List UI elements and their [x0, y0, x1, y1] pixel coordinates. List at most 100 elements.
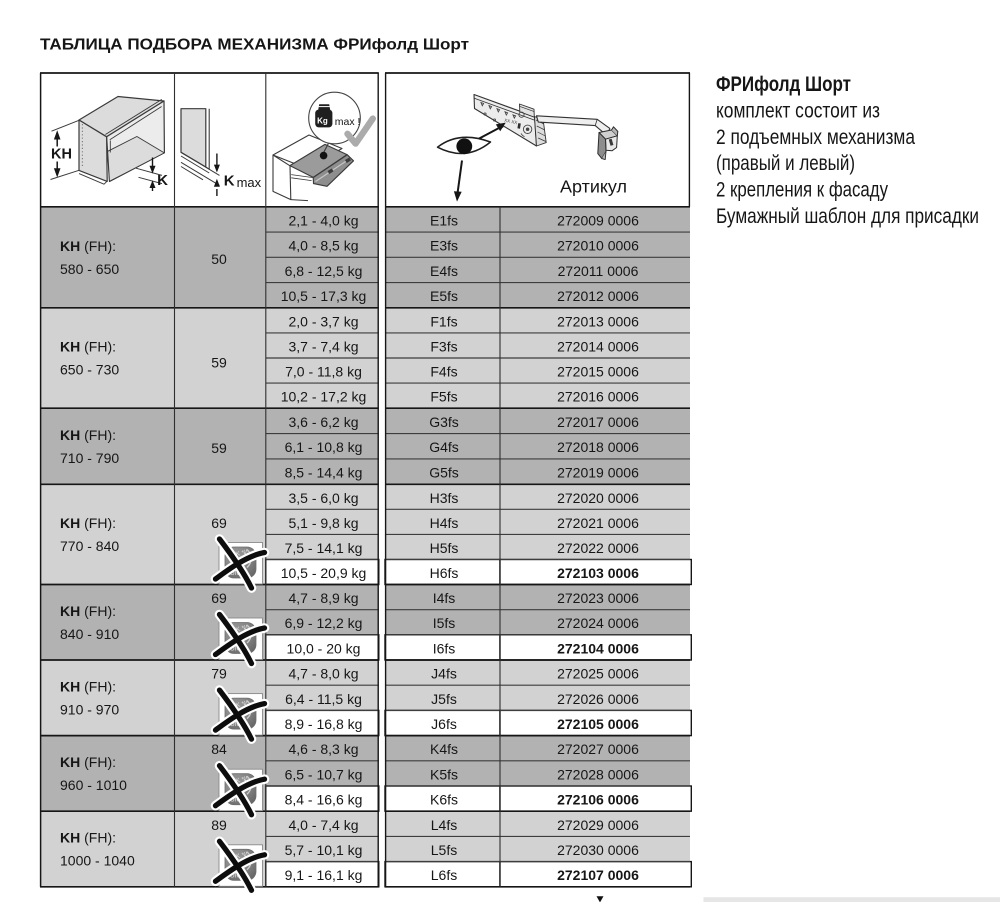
svg-text:G3fs: G3fs [429, 414, 459, 430]
svg-text:272107 0006: 272107 0006 [557, 867, 639, 883]
svg-text:Артикул: Артикул [560, 177, 627, 197]
svg-text:I4fs: I4fs [433, 590, 456, 606]
svg-text:3,5 - 6,0 kg: 3,5 - 6,0 kg [288, 490, 358, 506]
svg-text:1000 - 1040: 1000 - 1040 [60, 853, 135, 869]
svg-text:K: K [157, 172, 168, 189]
svg-text:(правый и левый): (правый и левый) [716, 152, 855, 175]
svg-text:ТАБЛИЦА ПОДБОРА МЕХАНИЗМА ФРИф: ТАБЛИЦА ПОДБОРА МЕХАНИЗМА ФРИфолд Шорт [40, 37, 469, 54]
svg-text:F3fs: F3fs [430, 338, 457, 354]
svg-text:59: 59 [211, 355, 227, 371]
svg-text:3,6 - 6,2 kg: 3,6 - 6,2 kg [288, 414, 358, 430]
svg-text:ФРИфолд Шорт: ФРИфолд Шорт [716, 73, 851, 96]
svg-text:272028 0006: 272028 0006 [557, 766, 639, 782]
svg-text:272019 0006: 272019 0006 [557, 465, 639, 481]
svg-text:10,2 - 17,2 kg: 10,2 - 17,2 kg [281, 389, 367, 405]
svg-text:272104 0006: 272104 0006 [557, 640, 639, 656]
svg-text:272012 0006: 272012 0006 [557, 288, 639, 304]
svg-text:6,9 - 12,2 kg: 6,9 - 12,2 kg [285, 615, 363, 631]
svg-text:Бумажный шаблон для присадки: Бумажный шаблон для присадки [716, 205, 979, 228]
svg-text:G5fs: G5fs [429, 465, 459, 481]
svg-text:F4fs: F4fs [430, 364, 457, 380]
svg-text:272018 0006: 272018 0006 [557, 439, 639, 455]
svg-text:K5fs: K5fs [430, 766, 458, 782]
svg-text:8,9 - 16,8 kg: 8,9 - 16,8 kg [285, 716, 363, 732]
svg-text:7,0 - 11,8 kg: 7,0 - 11,8 kg [285, 364, 362, 380]
svg-text:E1fs: E1fs [430, 212, 458, 228]
svg-text:272016 0006: 272016 0006 [557, 389, 639, 405]
svg-text:6,1 - 10,8 kg: 6,1 - 10,8 kg [285, 439, 363, 455]
svg-text:8,5 - 14,4 kg: 8,5 - 14,4 kg [285, 465, 363, 481]
svg-text:L5fs: L5fs [431, 842, 457, 858]
svg-text:580 - 650: 580 - 650 [60, 261, 119, 277]
svg-text:L6fs: L6fs [431, 867, 457, 883]
svg-text:69: 69 [211, 590, 227, 606]
svg-text:84: 84 [211, 741, 227, 757]
svg-text:650 - 730: 650 - 730 [60, 362, 119, 378]
svg-text:F5fs: F5fs [430, 389, 457, 405]
svg-text:10,0 - 20 kg: 10,0 - 20 kg [287, 640, 361, 656]
svg-text:6,8 - 12,5 kg: 6,8 - 12,5 kg [285, 263, 363, 279]
svg-text:770 - 840: 770 - 840 [60, 538, 119, 554]
svg-text:4,7 - 8,9 kg: 4,7 - 8,9 kg [288, 590, 358, 606]
svg-text:2,0 - 3,7 kg: 2,0 - 3,7 kg [288, 313, 358, 329]
svg-text:F1fs: F1fs [430, 313, 457, 329]
svg-text:KH (FH):: KH (FH): [60, 830, 116, 846]
svg-text:10,5 - 17,3 kg: 10,5 - 17,3 kg [281, 288, 367, 304]
svg-text:272030 0006: 272030 0006 [557, 842, 639, 858]
svg-text:59: 59 [211, 440, 227, 456]
svg-text:KH (FH):: KH (FH): [60, 754, 116, 770]
svg-text:E3fs: E3fs [430, 238, 458, 254]
svg-text:710 - 790: 710 - 790 [60, 450, 119, 466]
svg-text:I6fs: I6fs [433, 640, 456, 656]
svg-text:H5fs: H5fs [430, 540, 459, 556]
svg-text:K4fs: K4fs [430, 741, 458, 757]
svg-text:L4fs: L4fs [431, 817, 457, 833]
svg-text:KH: KH [51, 146, 72, 162]
svg-text:KH (FH):: KH (FH): [60, 339, 116, 355]
svg-text:272013 0006: 272013 0006 [557, 313, 639, 329]
svg-text:272023 0006: 272023 0006 [557, 590, 639, 606]
svg-text:4,0 - 8,5 kg: 4,0 - 8,5 kg [288, 238, 358, 254]
svg-text:272017 0006: 272017 0006 [557, 414, 639, 430]
svg-text:max: max [237, 175, 262, 190]
svg-text:KH (FH):: KH (FH): [60, 427, 116, 443]
svg-text:KH (FH):: KH (FH): [60, 238, 116, 254]
svg-text:G4fs: G4fs [429, 439, 459, 455]
svg-text:79: 79 [211, 666, 227, 682]
svg-text:840 - 910: 840 - 910 [60, 626, 119, 642]
svg-text:272106 0006: 272106 0006 [557, 792, 639, 808]
svg-text:Kg: Kg [317, 117, 328, 126]
svg-text:272021 0006: 272021 0006 [557, 515, 639, 531]
svg-text:K: K [224, 173, 235, 190]
svg-text:KH (FH):: KH (FH): [60, 515, 116, 531]
svg-text:комплект состоит из: комплект состоит из [716, 99, 880, 122]
svg-text:272015 0006: 272015 0006 [557, 364, 639, 380]
svg-text:KH (FH):: KH (FH): [60, 679, 116, 695]
svg-text:J6fs: J6fs [431, 716, 457, 732]
svg-text:272009 0006: 272009 0006 [557, 212, 639, 228]
svg-text:5,7 - 10,1 kg: 5,7 - 10,1 kg [285, 842, 363, 858]
svg-text:4,0 - 7,4 kg: 4,0 - 7,4 kg [288, 817, 358, 833]
svg-text:50: 50 [211, 251, 227, 267]
svg-text:K6fs: K6fs [430, 792, 458, 808]
svg-text:8,4 - 16,6 kg: 8,4 - 16,6 kg [285, 792, 363, 808]
svg-text:5,1 - 9,8 kg: 5,1 - 9,8 kg [288, 515, 358, 531]
svg-text:H3fs: H3fs [430, 490, 459, 506]
svg-text:3,7 - 7,4 kg: 3,7 - 7,4 kg [288, 338, 358, 354]
svg-text:69: 69 [211, 515, 227, 531]
svg-text:272022 0006: 272022 0006 [557, 540, 639, 556]
svg-text:E4fs: E4fs [430, 263, 458, 279]
svg-text:E5fs: E5fs [430, 288, 458, 304]
svg-text:6,5 - 10,7 kg: 6,5 - 10,7 kg [285, 766, 363, 782]
svg-text:272011 0006: 272011 0006 [558, 263, 639, 279]
svg-text:10,5 - 20,9 kg: 10,5 - 20,9 kg [281, 565, 367, 581]
svg-text:910 - 970: 910 - 970 [60, 702, 119, 718]
svg-text:4,7 - 8,0 kg: 4,7 - 8,0 kg [288, 666, 358, 682]
svg-text:272103 0006: 272103 0006 [557, 565, 639, 581]
svg-text:272025 0006: 272025 0006 [557, 666, 639, 682]
svg-text:KH (FH):: KH (FH): [60, 603, 116, 619]
svg-text:2 подъемных механизма: 2 подъемных механизма [716, 126, 915, 149]
svg-text:272026 0006: 272026 0006 [557, 691, 639, 707]
svg-text:272105 0006: 272105 0006 [557, 716, 639, 732]
svg-text:J5fs: J5fs [431, 691, 457, 707]
